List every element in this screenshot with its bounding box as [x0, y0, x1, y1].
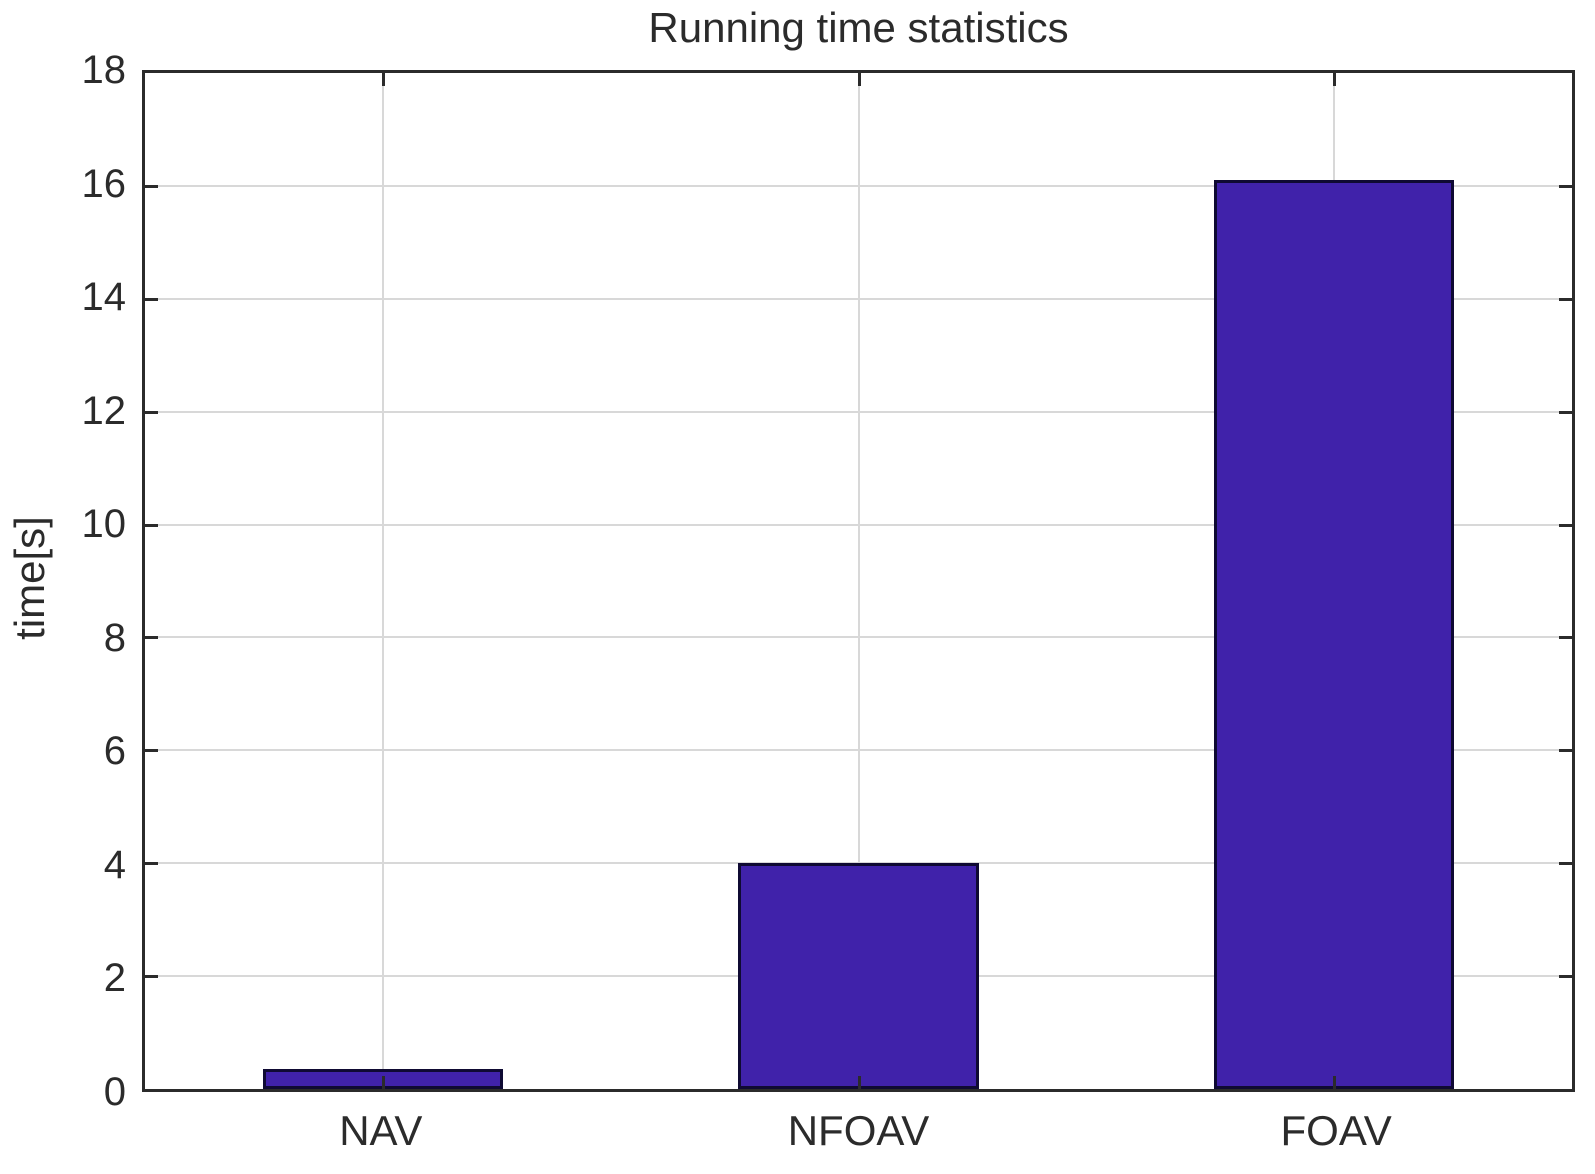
y-tick-mark-right-16	[1559, 184, 1572, 188]
y-tick-label-18: 18	[81, 48, 127, 92]
bar-FOAV	[1214, 180, 1455, 1089]
x-tick-mark-top-NFOAV	[857, 73, 861, 86]
plot-area	[142, 70, 1575, 1092]
y-tick-label-6: 6	[103, 729, 126, 774]
y-tick-label-0: 0	[103, 1070, 126, 1114]
y-tick-mark-right-10	[1559, 523, 1572, 527]
y-tick-mark-left-4	[145, 862, 158, 866]
y-tick-label-10: 10	[81, 502, 127, 547]
y-tick-label-4: 4	[103, 842, 126, 887]
y-tick-mark-left-12	[145, 410, 158, 414]
x-tick-label-NAV: NAV	[339, 1107, 423, 1154]
x-tick-mark-bottom-NFOAV	[857, 1076, 861, 1089]
x-tick-mark-top-FOAV	[1333, 73, 1337, 86]
gridline-x-NAV	[381, 73, 384, 1089]
x-tick-mark-bottom-NAV	[381, 1076, 385, 1089]
y-tick-label-8: 8	[103, 615, 126, 660]
y-tick-mark-left-6	[145, 749, 158, 753]
y-tick-mark-right-14	[1559, 297, 1572, 301]
y-tick-label-2: 2	[103, 956, 126, 1001]
y-tick-mark-right-12	[1559, 410, 1572, 414]
y-tick-label-14: 14	[81, 275, 127, 320]
y-tick-mark-right-8	[1559, 636, 1572, 640]
gridline-x-NFOAV	[857, 73, 860, 1089]
y-tick-mark-right-2	[1559, 975, 1572, 979]
y-tick-mark-left-2	[145, 975, 158, 979]
y-tick-mark-left-10	[145, 523, 158, 527]
bar-NFOAV	[738, 863, 979, 1089]
y-tick-mark-right-6	[1559, 749, 1572, 753]
x-tick-mark-bottom-FOAV	[1333, 1076, 1337, 1089]
x-tick-label-FOAV: FOAV	[1280, 1107, 1392, 1154]
y-tick-label-12: 12	[81, 388, 127, 433]
y-tick-mark-left-8	[145, 636, 158, 640]
y-tick-mark-left-14	[145, 297, 158, 301]
x-tick-mark-top-NAV	[381, 73, 385, 86]
y-tick-label-16: 16	[81, 161, 127, 206]
y-tick-mark-right-4	[1559, 862, 1572, 866]
x-tick-label-NFOAV: NFOAV	[787, 1107, 930, 1154]
y-tick-mark-left-16	[145, 184, 158, 188]
chart-title: Running time statistics	[648, 4, 1069, 51]
